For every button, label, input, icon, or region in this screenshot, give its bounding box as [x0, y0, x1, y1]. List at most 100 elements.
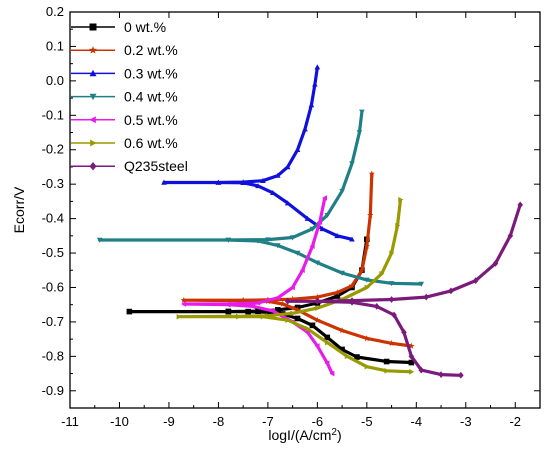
legend-label: 0.2 wt.%: [124, 42, 178, 58]
data-point: [324, 334, 331, 341]
data-point: [329, 370, 335, 377]
y-tick-label: -0.9: [42, 383, 64, 398]
data-point: [304, 215, 311, 221]
legend: 0 wt.% 0.2 wt.% 0.3 wt.% 0.4 wt.% 0.5 wt.% 0.…: [71, 19, 188, 174]
x-tick-label: -11: [61, 414, 79, 429]
data-point: [364, 284, 370, 291]
legend-item: 0.4 wt.%: [71, 89, 178, 105]
data-point: [395, 222, 401, 229]
data-point: [408, 352, 415, 360]
data-point: [274, 295, 281, 301]
data-point: [279, 300, 286, 307]
data-point: [274, 307, 281, 313]
data-point: [349, 236, 355, 242]
axes: -11 -10 -9 -8 -7 -6 -5 -4 -3 -2 0.2 0.1 0.0 -0.1 -0.2 -…: [42, 4, 540, 429]
data-point: [255, 308, 261, 315]
data-point: [324, 360, 330, 367]
data-point: [319, 226, 326, 232]
data-point: [339, 346, 345, 353]
series-line: [182, 197, 334, 375]
data-point: [344, 353, 350, 360]
data-point: [180, 301, 187, 307]
x-axis-title-text: logI/(A/cm: [268, 427, 331, 443]
data-point: [255, 300, 261, 306]
y-tick-label: -0.5: [42, 245, 64, 260]
data-point: [265, 237, 271, 243]
x-axis-title-close: ): [337, 427, 342, 443]
x-axis-title: logI/(A/cm2): [268, 427, 341, 444]
data-point: [284, 200, 291, 206]
data-point: [96, 237, 103, 243]
legend-item: 0.2 wt.%: [71, 42, 178, 58]
x-tick-label: -7: [262, 414, 274, 429]
data-point: [265, 309, 271, 316]
data-point: [126, 308, 133, 315]
data-point: [284, 164, 291, 170]
data-point: [364, 363, 370, 370]
data-point: [364, 277, 370, 283]
plot-border: [69, 11, 541, 409]
x-tick-label: -9: [163, 414, 175, 429]
x-tick-label: -4: [411, 414, 423, 429]
data-point: [384, 368, 390, 374]
data-point: [274, 172, 281, 178]
data-point: [294, 315, 301, 322]
data-point: [349, 297, 355, 304]
data-point: [215, 179, 222, 185]
data-point: [89, 46, 97, 54]
data-point: [180, 296, 187, 303]
legend-item: 0 wt.%: [71, 19, 166, 35]
legend-label: 0.6 wt.%: [124, 135, 178, 151]
data-point: [314, 343, 320, 349]
data-point: [472, 277, 479, 284]
data-point: [373, 303, 380, 310]
data-point: [367, 211, 374, 218]
data-point: [89, 69, 97, 77]
data-point: [89, 93, 97, 101]
data-point: [438, 371, 444, 378]
y-tick-label: -0.3: [42, 176, 64, 191]
x-tick-label: -6: [312, 414, 324, 429]
data-point: [325, 339, 331, 346]
data-point: [245, 308, 251, 315]
data-point: [388, 296, 395, 303]
data-point: [89, 162, 97, 171]
data-point: [314, 293, 321, 300]
data-point: [308, 102, 315, 108]
data-point: [401, 328, 407, 336]
data-point: [507, 232, 514, 240]
x-tick-label: -3: [460, 414, 472, 429]
data-point: [294, 250, 301, 256]
legend-label: 0.3 wt.%: [124, 65, 178, 81]
data-point: [285, 317, 291, 323]
legend-label: 0 wt.%: [124, 19, 166, 35]
data-point: [388, 281, 395, 287]
data-point: [89, 23, 97, 31]
legend-item: 0.3 wt.%: [71, 65, 178, 81]
y-axis-title: Ecorr/V: [11, 186, 27, 233]
data-point: [225, 301, 231, 307]
x-tick-label: -10: [110, 414, 129, 429]
data-point: [423, 293, 430, 301]
x-tick-label: -2: [509, 414, 521, 429]
data-point: [334, 233, 340, 239]
data-point: [356, 130, 363, 136]
data-point: [418, 281, 425, 287]
y-tick-label: -0.4: [42, 211, 64, 226]
data-point: [334, 293, 340, 299]
x-tick-label: -8: [213, 414, 225, 429]
data-point: [492, 260, 499, 267]
data-point: [448, 287, 454, 295]
data-point: [255, 238, 261, 244]
series-0-4-wt-: [96, 109, 425, 287]
series-0-3-wt-: [161, 64, 355, 242]
data-point: [289, 284, 295, 291]
data-point: [90, 139, 97, 147]
data-point: [418, 366, 425, 374]
data-point: [235, 313, 242, 320]
data-point: [517, 201, 524, 209]
data-point: [312, 81, 318, 87]
legend-label: 0.5 wt.%: [124, 112, 178, 128]
series-group: [96, 64, 524, 379]
data-point: [274, 243, 281, 249]
